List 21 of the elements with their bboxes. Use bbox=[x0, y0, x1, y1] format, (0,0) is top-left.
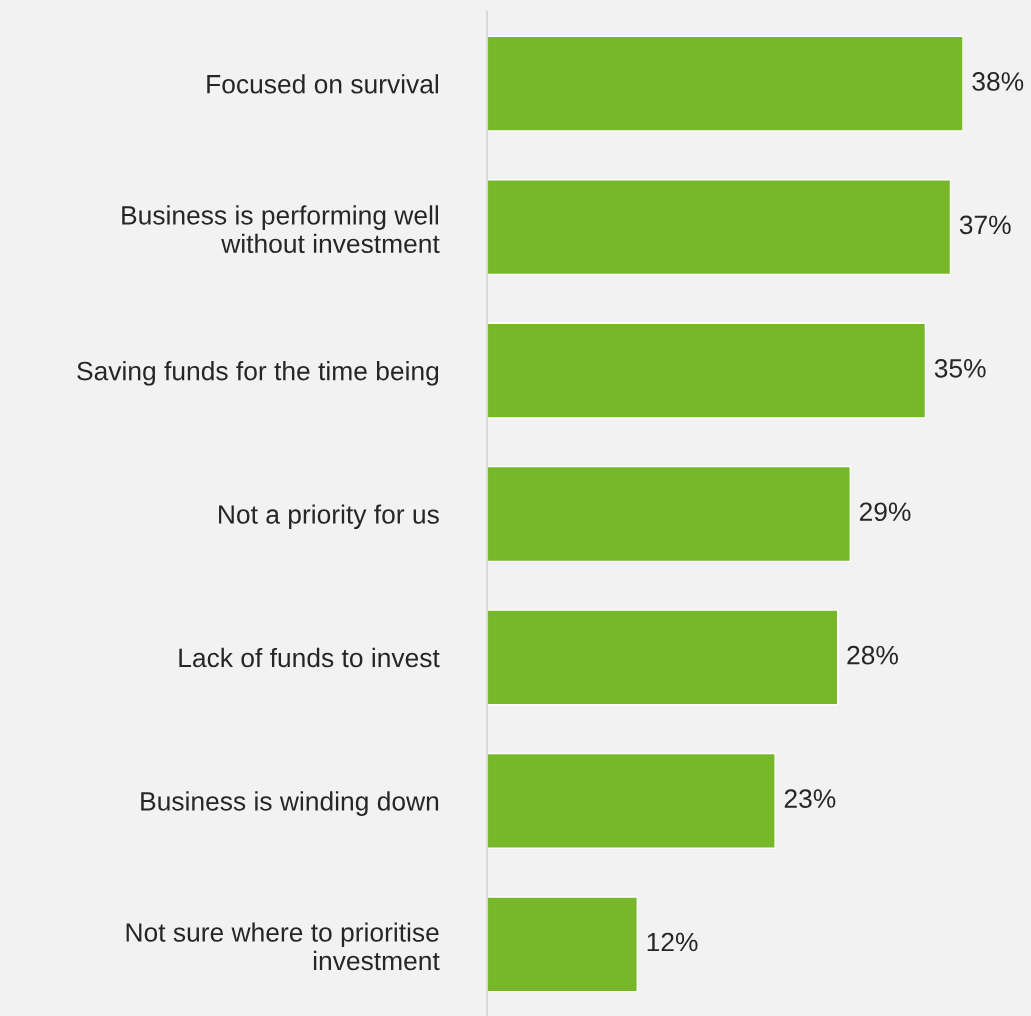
data-label: 35% bbox=[934, 358, 986, 378]
bar bbox=[487, 322, 927, 419]
bar bbox=[487, 752, 776, 849]
data-label: 38% bbox=[972, 72, 1024, 91]
y-tick-label: Business is winding down bbox=[141, 791, 439, 816]
y-tick-label: Saving funds for the time being bbox=[77, 361, 439, 386]
bar bbox=[487, 179, 952, 276]
bar bbox=[487, 609, 839, 706]
y-tick-label: Focused on survival bbox=[207, 74, 439, 94]
bar bbox=[487, 35, 963, 132]
y-tick-label: Business is performing well without investment bbox=[122, 205, 440, 254]
y-tick-label: Not a priority for us bbox=[219, 504, 439, 530]
bar bbox=[487, 896, 639, 993]
y-tick-label: Not sure where to prioritise investment bbox=[126, 922, 440, 971]
data-label: 29% bbox=[859, 502, 911, 522]
data-label: 12% bbox=[647, 932, 698, 952]
bar bbox=[487, 465, 851, 563]
data-label: 28% bbox=[847, 645, 898, 665]
y-tick-label: Lack of funds to invest bbox=[179, 647, 440, 668]
data-label: 23% bbox=[784, 789, 836, 808]
data-label: 37% bbox=[959, 215, 1011, 235]
